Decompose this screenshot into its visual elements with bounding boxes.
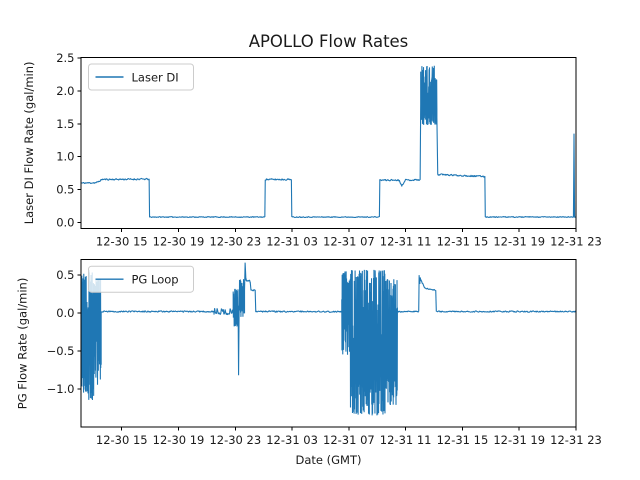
axes-spines	[80, 57, 577, 229]
legend-frame	[88, 265, 194, 293]
y-tick-label: 1.0	[56, 150, 74, 164]
y-tick-label: 0.0	[56, 306, 74, 320]
y-tick-label: −0.5	[47, 344, 75, 358]
series-pg-loop	[81, 262, 576, 416]
legend: Laser DI	[88, 63, 194, 91]
x-tick-label: 12-31 23	[550, 234, 602, 248]
x-tick-label: 12-31 19	[493, 433, 545, 447]
y-tick-label: 2.0	[56, 84, 74, 98]
x-tick-label: 12-30 19	[153, 234, 205, 248]
x-tick-label: 12-31 19	[493, 234, 545, 248]
x-tick-label: 12-31 15	[437, 433, 489, 447]
x-tick-label: 12-30 23	[209, 433, 261, 447]
legend-frame	[88, 63, 194, 91]
x-tick-label: 12-30 15	[96, 433, 148, 447]
x-tick-label: 12-31 11	[380, 234, 432, 248]
x-tick-label: 12-31 03	[266, 234, 318, 248]
y-tick-label: 1.5	[56, 117, 74, 131]
legend-label: PG Loop	[132, 273, 179, 287]
y-axis-label: Laser DI Flow Rate (gal/min)	[22, 61, 36, 224]
x-tick-label: 12-31 07	[323, 234, 375, 248]
x-tick-label: 12-31 15	[437, 234, 489, 248]
chart-title: APOLLO Flow Rates	[249, 32, 409, 51]
axes-spines	[80, 259, 577, 428]
x-axis-label: Date (GMT)	[296, 453, 362, 467]
y-tick-label: −1.0	[47, 382, 75, 396]
subplot-2: 12-30 15 12-30 19 12-30 23 12-31 03 12-31 07…	[16, 259, 602, 447]
legend: PG Loop	[88, 265, 194, 293]
series-laser-di	[81, 65, 576, 219]
y-tick-label: 0.5	[56, 268, 74, 282]
x-tick-label: 12-31 03	[266, 433, 318, 447]
subplot-1: 12-30 15 12-30 19 12-30 23 12-31 03 12-31 07…	[22, 51, 602, 248]
x-tick-label: 12-30 19	[153, 433, 205, 447]
y-axis-label: PG Flow Rate (gal/min)	[16, 278, 30, 410]
x-tick-label: 12-31 11	[380, 433, 432, 447]
y-tick-label: 0.5	[56, 183, 74, 197]
x-tick-label: 12-31 23	[550, 433, 602, 447]
x-tick-label: 12-31 07	[323, 433, 375, 447]
y-tick-label: 0.0	[56, 216, 74, 230]
legend-label: Laser DI	[132, 71, 179, 85]
y-tick-label: 2.5	[56, 51, 74, 65]
x-tick-label: 12-30 23	[209, 234, 261, 248]
x-tick-label: 12-30 15	[96, 234, 148, 248]
